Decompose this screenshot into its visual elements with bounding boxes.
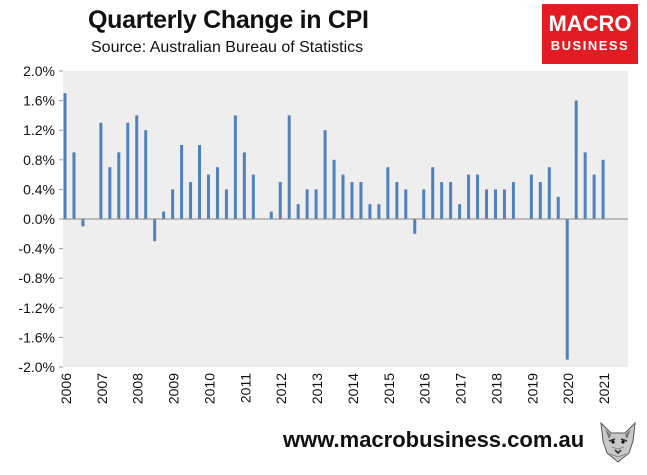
x-tick-label: 2009 — [166, 373, 182, 404]
cpi-bar — [368, 204, 372, 219]
x-tick-label: 2019 — [524, 373, 540, 404]
y-tick-label: 1.2% — [23, 122, 55, 138]
cpi-bar — [269, 211, 273, 219]
cpi-bar — [377, 204, 381, 219]
macrobusiness-logo: MACRO BUSINESS — [542, 4, 638, 64]
cpi-bar — [224, 189, 228, 219]
x-axis-labels: 2006 2007 2008 2009 2010 2011 2012 2013 2014 2015… — [58, 373, 612, 404]
cpi-bar — [233, 115, 237, 219]
cpi-bar — [458, 204, 462, 219]
cpi-bar — [81, 219, 85, 227]
x-tick-label: 2007 — [94, 373, 110, 404]
cpi-bar — [144, 130, 148, 219]
cpi-bar — [529, 174, 533, 219]
chart-subtitle: Source: Australian Bureau of Statistics — [91, 39, 364, 56]
cpi-bar — [538, 182, 542, 219]
cpi-bar — [386, 167, 390, 219]
cpi-bar — [574, 100, 578, 219]
y-tick-label: 0.8% — [23, 152, 55, 168]
x-tick-label: 2011 — [237, 373, 253, 403]
logo-line-2: BUSINESS — [550, 38, 630, 53]
x-tick-label: 2017 — [453, 373, 469, 404]
cpi-bar — [314, 189, 318, 219]
y-tick-label: -1.6% — [18, 329, 55, 345]
y-axis-ticks: 2.0% 1.6% 1.2% 0.8% 0.4% 0.0% -0.4% -0.8% -1.2% -… — [18, 63, 63, 375]
cpi-bar — [332, 159, 336, 219]
cpi-bar — [440, 182, 444, 219]
cpi-bar — [171, 189, 175, 219]
footer-url: www.macrobusiness.com.au — [283, 427, 585, 452]
cpi-bar — [278, 182, 282, 219]
cpi-bar — [485, 189, 489, 219]
cpi-bar — [305, 189, 309, 219]
cpi-bar — [359, 182, 363, 219]
y-tick-label: -0.4% — [18, 241, 55, 257]
x-tick-label: 2021 — [596, 373, 612, 404]
chart-title: Quarterly Change in CPI — [88, 6, 369, 34]
logo-line-1: MACRO — [548, 11, 632, 36]
cpi-bar — [502, 189, 506, 219]
cpi-bar — [476, 174, 480, 219]
cpi-bar — [413, 219, 417, 234]
cpi-bar — [99, 122, 103, 219]
y-tick-label: 0.4% — [23, 181, 55, 197]
x-tick-label: 2006 — [58, 373, 74, 404]
y-tick-label: 2.0% — [23, 63, 55, 79]
cpi-bar — [189, 182, 193, 219]
y-tick-label: -0.8% — [18, 270, 55, 286]
cpi-bar — [511, 182, 515, 219]
cpi-bar — [206, 174, 210, 219]
cpi-bar — [395, 182, 399, 219]
cpi-bar — [467, 174, 471, 219]
x-tick-label: 2018 — [488, 373, 504, 404]
x-tick-label: 2013 — [309, 373, 325, 404]
cpi-bar — [601, 159, 605, 219]
y-tick-label: -1.2% — [18, 300, 55, 316]
cpi-bar — [592, 174, 596, 219]
cpi-bar — [198, 145, 202, 219]
cpi-bar — [63, 93, 67, 219]
x-tick-label: 2008 — [130, 373, 146, 404]
cpi-bar — [493, 189, 497, 219]
y-tick-label: 0.0% — [23, 211, 55, 227]
cpi-bar — [242, 152, 246, 219]
cpi-bar — [72, 152, 76, 219]
cpi-bar — [556, 196, 560, 219]
cpi-bar — [215, 167, 219, 219]
cpi-bar — [117, 152, 121, 219]
cpi-bar — [153, 219, 157, 242]
cpi-bar — [108, 167, 112, 219]
cpi-bar — [547, 167, 551, 219]
x-tick-label: 2020 — [560, 373, 576, 404]
x-tick-label: 2012 — [273, 373, 289, 404]
x-tick-label: 2014 — [345, 373, 361, 404]
cpi-bar — [583, 152, 587, 219]
cpi-bar — [350, 182, 354, 219]
cpi-bar — [341, 174, 345, 219]
bar-series — [63, 93, 605, 360]
cpi-bar — [287, 115, 291, 219]
cpi-bar — [404, 189, 408, 219]
cpi-bar — [323, 130, 327, 219]
cpi-bar — [162, 211, 166, 219]
cpi-bar — [126, 122, 130, 219]
cpi-bar — [431, 167, 435, 219]
cpi-bar — [422, 189, 426, 219]
cpi-bar — [180, 145, 184, 219]
x-tick-label: 2010 — [201, 373, 217, 404]
x-tick-label: 2016 — [417, 373, 433, 404]
cpi-bar — [251, 174, 255, 219]
cpi-bar — [565, 219, 569, 360]
y-tick-label: -2.0% — [18, 359, 55, 375]
y-tick-label: 1.6% — [23, 93, 55, 109]
wolf-logo-icon — [595, 419, 641, 465]
x-tick-label: 2015 — [381, 373, 397, 404]
cpi-bar — [449, 182, 453, 219]
cpi-bar — [135, 115, 139, 219]
cpi-bar — [296, 204, 300, 219]
